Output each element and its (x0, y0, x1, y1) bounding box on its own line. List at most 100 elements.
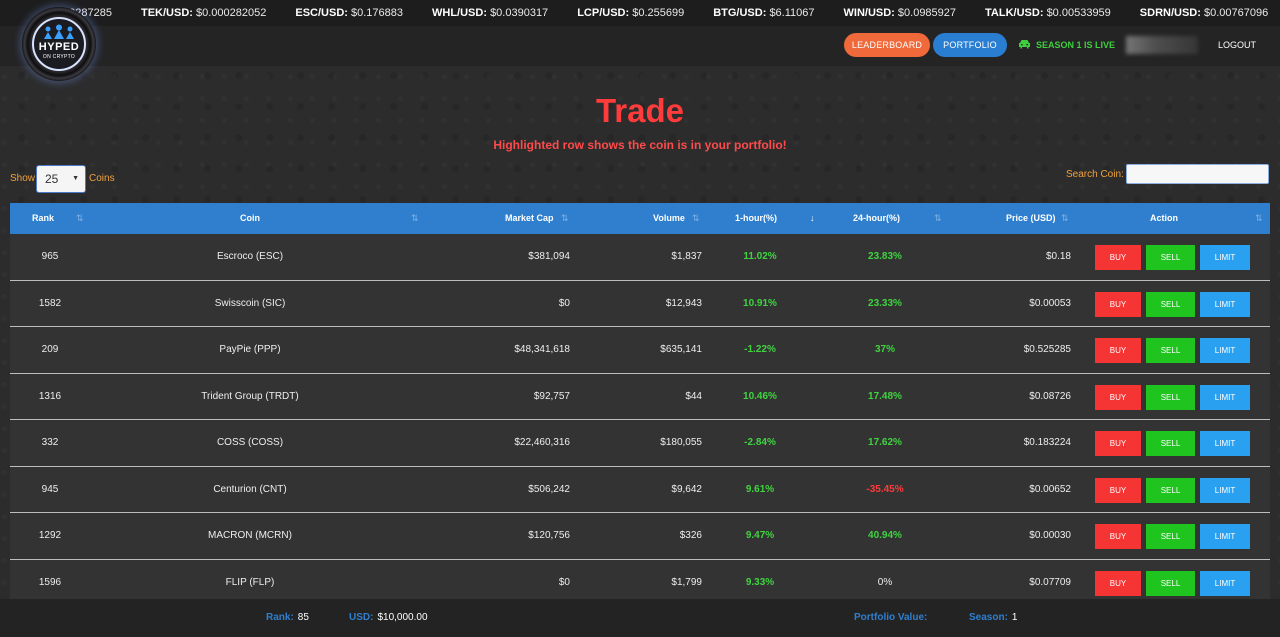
th-volume[interactable]: Volume (653, 203, 685, 234)
search-coin-input[interactable] (1126, 164, 1269, 184)
th-price-label: Price (USD) (1006, 213, 1056, 223)
one-hour-change-cell: 11.02% (743, 251, 777, 262)
ticker-item: BTG/USD: $6.11067 (713, 0, 814, 26)
th-rank[interactable]: Rank (32, 203, 54, 234)
limit-button[interactable]: LIMIT (1200, 338, 1250, 363)
season-status: SEASON 1 IS LIVE (1018, 33, 1115, 57)
footer-usd-value: $10,000.00 (377, 612, 428, 623)
sell-button[interactable]: SELL (1146, 570, 1195, 596)
volume-cell: $44 (685, 390, 702, 402)
logout-link[interactable]: LOGOUT (1218, 40, 1257, 50)
th-h1-label: 1-hour(%) (735, 213, 777, 223)
buy-button[interactable]: BUY (1095, 338, 1141, 363)
day-change-cell: 37% (874, 344, 895, 355)
sort-rank-icon: ⇅ (76, 213, 84, 223)
sort-icon[interactable]: ⇅ (411, 203, 431, 234)
show-label: Show (10, 173, 36, 184)
buy-button[interactable]: BUY (1095, 431, 1141, 456)
ticker-item: TEK/USD: $0.000282052 (141, 0, 266, 26)
rank-cell: 1596 (38, 576, 62, 588)
th-market-cap[interactable]: Market Cap (505, 203, 554, 234)
people-icon (44, 24, 74, 39)
market-cap-cell: $48,341,618 (514, 344, 570, 355)
sell-button[interactable]: SELL (1146, 384, 1195, 410)
volume-cell: $12,943 (665, 297, 702, 309)
ticker-symbol: WIN/USD: (843, 7, 895, 19)
table-row: 1582 Swisscoin (SIC) $0 $12,943 10.91% 23.33%… (10, 280, 1270, 327)
one-hour-change-cell: 9.47% (745, 530, 775, 541)
limit-button[interactable]: LIMIT (1200, 384, 1250, 410)
limit-button[interactable]: LIMIT (1200, 291, 1250, 317)
sort-icon[interactable]: ⇅ (76, 203, 96, 234)
page-title: Trade (595, 92, 685, 129)
sell-button[interactable]: SELL (1146, 477, 1195, 503)
site-logo[interactable]: HYPED ON CRYPTO (22, 7, 96, 81)
buy-button[interactable]: BUY (1095, 477, 1141, 503)
leaderboard-button[interactable]: LEADERBOARD (844, 33, 930, 57)
rank-cell: 1582 (38, 297, 62, 309)
coin-cell: COSS (COSS) (216, 437, 284, 448)
limit-button[interactable]: LIMIT (1200, 477, 1250, 503)
limit-button[interactable]: LIMIT (1200, 431, 1250, 456)
volume-cell: $1,799 (671, 576, 702, 588)
buy-button[interactable]: BUY (1095, 291, 1141, 317)
sort-active-icon[interactable]: ↓ (810, 203, 830, 234)
rank-cell: 965 (41, 251, 59, 262)
buy-button[interactable]: BUY (1095, 570, 1141, 596)
one-hour-change-cell: -2.84% (744, 437, 776, 448)
price-ticker: 0.0287285 TEK/USD: $0.000282052 ESC/USD: $… (0, 0, 1280, 26)
ticker-item: WIN/USD: $0.0985927 (844, 0, 957, 26)
day-change-cell: -35.45% (866, 483, 904, 495)
rank-cell: 1316 (38, 390, 62, 402)
ticker-item: SDRN/USD: $0.00767096 (1140, 0, 1268, 26)
volume-cell: $180,055 (660, 437, 702, 448)
th-coin-label: Coin (240, 213, 260, 223)
car-icon (1018, 34, 1031, 58)
top-navbar: LEADERBOARD PORTFOLIO SEASON 1 IS LIVE L… (0, 26, 1280, 66)
th-coin[interactable]: Coin (240, 203, 260, 234)
ticker-symbol: TEK/USD: (141, 7, 193, 19)
sell-button[interactable]: SELL (1146, 338, 1195, 363)
sort-icon[interactable]: ⇅ (561, 203, 581, 234)
th-action-label: Action (1150, 213, 1178, 223)
ticker-symbol: BTG/USD: (713, 7, 767, 19)
footer-portfolio-label: Portfolio Value: (854, 612, 928, 623)
table-row: 332 COSS (COSS) $22,460,316 $180,055 -2.84% 1… (10, 420, 1270, 467)
limit-button[interactable]: LIMIT (1200, 570, 1250, 596)
sort-icon[interactable]: ⇅ (692, 203, 712, 234)
th-1-hour[interactable]: 1-hour(%) (735, 203, 777, 234)
th-24-hour[interactable]: 24-hour(%) (853, 203, 900, 234)
sell-button[interactable]: SELL (1146, 524, 1195, 549)
th-price[interactable]: Price (USD) (1006, 203, 1056, 234)
sort-icon[interactable]: ⇅ (1255, 203, 1270, 234)
sort-coin-icon: ⇅ (411, 213, 419, 223)
sell-button[interactable]: SELL (1146, 245, 1195, 270)
portfolio-button[interactable]: PORTFOLIO (933, 33, 1007, 57)
limit-button[interactable]: LIMIT (1200, 524, 1250, 549)
buy-button[interactable]: BUY (1095, 384, 1141, 410)
logo-badge: HYPED ON CRYPTO (32, 17, 86, 71)
table-header: Rank ⇅ Coin ⇅ Market Cap ⇅ Volume ⇅ 1-ho… (10, 203, 1270, 234)
sort-icon[interactable]: ⇅ (934, 203, 954, 234)
buy-button[interactable]: BUY (1095, 524, 1141, 549)
market-cap-cell: $22,460,316 (514, 437, 570, 448)
buy-button[interactable]: BUY (1095, 245, 1141, 270)
coin-cell: Escroco (ESC) (216, 251, 284, 262)
sort-volume-icon: ⇅ (692, 213, 700, 223)
coins-table: Rank ⇅ Coin ⇅ Market Cap ⇅ Volume ⇅ 1-ho… (10, 203, 1270, 599)
sort-icon[interactable]: ⇅ (1061, 203, 1081, 234)
limit-button[interactable]: LIMIT (1200, 245, 1250, 270)
sell-button[interactable]: SELL (1146, 291, 1195, 317)
footer-season-label: Season: (969, 612, 1008, 623)
market-cap-cell: $506,242 (528, 483, 570, 495)
sort-price-icon: ⇅ (1061, 213, 1069, 223)
page-size-select[interactable]: 25 ▼ (36, 165, 86, 193)
page-size-value: 25 (45, 172, 59, 186)
day-change-cell: 17.48% (868, 390, 902, 402)
sort-h1-icon: ↓ (810, 213, 815, 223)
footer-rank-value: 85 (297, 612, 309, 623)
rank-cell: 209 (41, 344, 59, 355)
footer-season: Season: 1 (969, 599, 1017, 637)
market-cap-cell: $381,094 (528, 251, 570, 262)
sell-button[interactable]: SELL (1146, 431, 1195, 456)
